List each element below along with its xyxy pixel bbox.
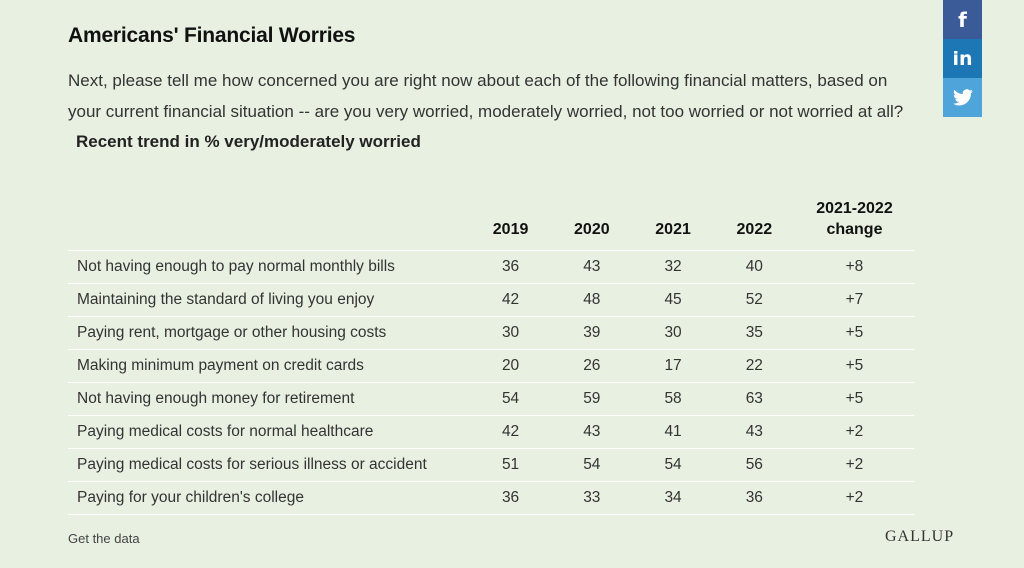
change-cell: +5: [794, 349, 914, 383]
value-cell: 32: [632, 250, 714, 284]
twitter-bird-icon: [952, 89, 973, 106]
change-cell: +5: [794, 382, 914, 416]
twitter-icon[interactable]: [943, 78, 982, 117]
value-cell: 17: [632, 349, 714, 383]
column-header-2020: 2020: [551, 198, 633, 251]
value-cell: 39: [551, 316, 633, 350]
row-label: Paying medical costs for normal healthca…: [68, 415, 470, 449]
value-cell: 33: [551, 481, 633, 515]
value-cell: 40: [713, 250, 795, 284]
value-cell: 42: [469, 283, 552, 317]
value-cell: 43: [551, 415, 633, 449]
trend-label: Recent trend in % very/moderately worrie…: [76, 132, 421, 151]
row-label: Paying medical costs for serious illness…: [68, 448, 470, 482]
worries-table: 2019 2020 2021 2022 2021-2022 change Not …: [68, 198, 914, 515]
table-row: Paying rent, mortgage or other housing c…: [68, 316, 914, 350]
value-cell: 58: [632, 382, 714, 416]
column-header-2021: 2021: [632, 198, 714, 251]
question-body: Next, please tell me how concerned you a…: [68, 71, 904, 121]
value-cell: 30: [469, 316, 552, 350]
chart-title: Americans' Financial Worries: [68, 24, 356, 47]
value-cell: 54: [551, 448, 633, 482]
value-cell: 43: [713, 415, 795, 449]
value-cell: 45: [632, 283, 714, 317]
row-label: Making minimum payment on credit cards: [68, 349, 470, 383]
value-cell: 36: [469, 481, 552, 515]
get-data-link[interactable]: Get the data: [68, 531, 140, 546]
change-cell: +2: [794, 481, 914, 515]
value-cell: 48: [551, 283, 633, 317]
value-cell: 54: [632, 448, 714, 482]
column-header-label: [68, 198, 470, 251]
value-cell: 56: [713, 448, 795, 482]
share-bar: f in: [943, 0, 982, 117]
row-label: Paying for your children's college: [68, 481, 470, 515]
value-cell: 52: [713, 283, 795, 317]
value-cell: 36: [469, 250, 552, 284]
table-row: Paying medical costs for serious illness…: [68, 448, 914, 482]
table-body: Not having enough to pay normal monthly …: [68, 250, 914, 515]
value-cell: 43: [551, 250, 633, 284]
change-header-line2: change: [826, 221, 883, 238]
linkedin-icon[interactable]: in: [943, 39, 982, 78]
value-cell: 36: [713, 481, 795, 515]
question-text: Next, please tell me how concerned you a…: [68, 66, 918, 158]
column-header-change: 2021-2022 change: [794, 198, 914, 251]
facebook-icon[interactable]: f: [943, 0, 982, 39]
gallup-logo: GALLUP: [885, 528, 955, 545]
value-cell: 34: [632, 481, 714, 515]
table-row: Maintaining the standard of living you e…: [68, 283, 914, 317]
column-header-2022: 2022: [713, 198, 795, 251]
value-cell: 22: [713, 349, 795, 383]
table-row: Not having enough money for retirement 54…: [68, 382, 914, 416]
value-cell: 41: [632, 415, 714, 449]
table-row: Not having enough to pay normal monthly …: [68, 250, 914, 284]
column-header-2019: 2019: [469, 198, 552, 251]
value-cell: 63: [713, 382, 795, 416]
value-cell: 54: [469, 382, 552, 416]
row-label: Not having enough money for retirement: [68, 382, 470, 416]
value-cell: 59: [551, 382, 633, 416]
value-cell: 51: [469, 448, 552, 482]
row-label: Paying rent, mortgage or other housing c…: [68, 316, 470, 350]
change-cell: +5: [794, 316, 914, 350]
change-cell: +8: [794, 250, 914, 284]
change-header-line1: 2021-2022: [816, 200, 893, 217]
table-row: Making minimum payment on credit cards 20…: [68, 349, 914, 383]
table-row: Paying for your children's college 36 33 34…: [68, 481, 914, 515]
table-header-row: 2019 2020 2021 2022 2021-2022 change: [68, 198, 914, 251]
table-row: Paying medical costs for normal healthca…: [68, 415, 914, 449]
change-cell: +7: [794, 283, 914, 317]
row-label: Not having enough to pay normal monthly …: [68, 250, 470, 284]
value-cell: 42: [469, 415, 552, 449]
row-label: Maintaining the standard of living you e…: [68, 283, 470, 317]
value-cell: 35: [713, 316, 795, 350]
value-cell: 20: [469, 349, 552, 383]
change-cell: +2: [794, 448, 914, 482]
value-cell: 30: [632, 316, 714, 350]
change-cell: +2: [794, 415, 914, 449]
value-cell: 26: [551, 349, 633, 383]
